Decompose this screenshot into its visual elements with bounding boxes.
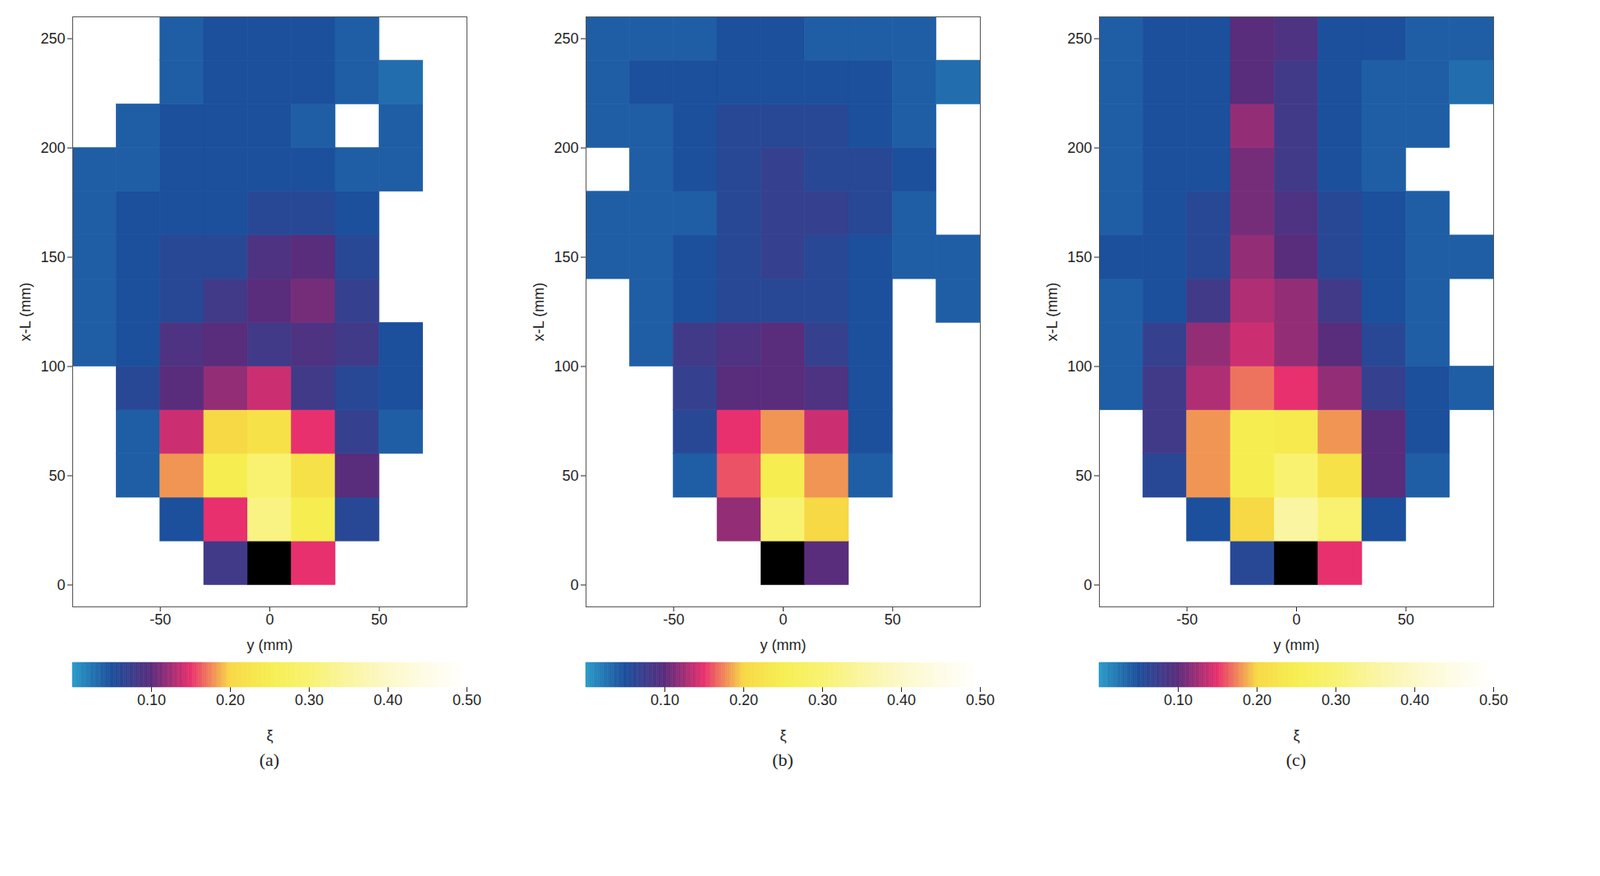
svg-text:0: 0 (56, 576, 65, 594)
svg-text:y (mm): y (mm) (760, 636, 807, 653)
svg-text:x-L (mm): x-L (mm) (1043, 282, 1061, 341)
svg-text:x-L (mm): x-L (mm) (530, 282, 548, 341)
svg-text:ξ: ξ (779, 726, 787, 744)
svg-text:150: 150 (40, 248, 65, 266)
svg-text:200: 200 (40, 139, 65, 157)
svg-text:0.50: 0.50 (965, 691, 995, 709)
svg-text:0.20: 0.20 (729, 691, 759, 709)
svg-text:0.20: 0.20 (216, 691, 245, 709)
html-text:(b): (b) (772, 749, 794, 770)
svg-text:50: 50 (561, 467, 579, 484)
svg-text:ξ: ξ (266, 726, 273, 744)
svg-text:0: 0 (778, 611, 787, 628)
svg-text:0.50: 0.50 (1479, 691, 1509, 709)
svg-text:150: 150 (1066, 248, 1092, 266)
svg-text:150: 150 (553, 248, 579, 266)
svg-text:y (mm): y (mm) (247, 636, 294, 653)
svg-text:50: 50 (884, 611, 902, 628)
svg-text:50: 50 (48, 467, 65, 484)
svg-text:0: 0 (1083, 576, 1092, 594)
svg-text:ξ: ξ (1292, 726, 1300, 744)
svg-text:-50: -50 (149, 611, 171, 628)
svg-text:0.30: 0.30 (294, 691, 324, 709)
svg-text:100: 100 (1066, 358, 1092, 375)
html-text:(a): (a) (259, 749, 280, 770)
svg-text:-50: -50 (1176, 611, 1198, 628)
svg-text:0.50: 0.50 (452, 691, 482, 709)
svg-text:0.30: 0.30 (1321, 691, 1351, 709)
svg-text:0.10: 0.10 (137, 691, 166, 709)
svg-text:x-L (mm): x-L (mm) (17, 282, 34, 341)
svg-text:0: 0 (570, 576, 579, 594)
svg-text:100: 100 (553, 358, 579, 375)
svg-text:0: 0 (1291, 611, 1301, 628)
svg-text:0.40: 0.40 (1400, 691, 1430, 709)
svg-text:0.10: 0.10 (1163, 691, 1193, 709)
html-text:(c): (c) (1286, 749, 1307, 770)
svg-text:100: 100 (40, 358, 65, 375)
svg-text:0.30: 0.30 (808, 691, 837, 709)
svg-text:0: 0 (265, 611, 274, 628)
svg-text:0.10: 0.10 (650, 691, 680, 709)
svg-text:250: 250 (40, 30, 65, 47)
svg-text:50: 50 (1397, 611, 1415, 628)
svg-text:250: 250 (553, 30, 579, 47)
svg-text:200: 200 (553, 139, 579, 157)
svg-text:50: 50 (371, 611, 388, 628)
svg-text:0.20: 0.20 (1242, 691, 1272, 709)
svg-text:50: 50 (1075, 467, 1092, 484)
svg-text:250: 250 (1066, 30, 1092, 47)
svg-text:-50: -50 (662, 611, 685, 628)
svg-text:200: 200 (1066, 139, 1092, 157)
svg-text:0.40: 0.40 (373, 691, 403, 709)
svg-text:0.40: 0.40 (887, 691, 916, 709)
svg-text:y (mm): y (mm) (1273, 636, 1320, 653)
